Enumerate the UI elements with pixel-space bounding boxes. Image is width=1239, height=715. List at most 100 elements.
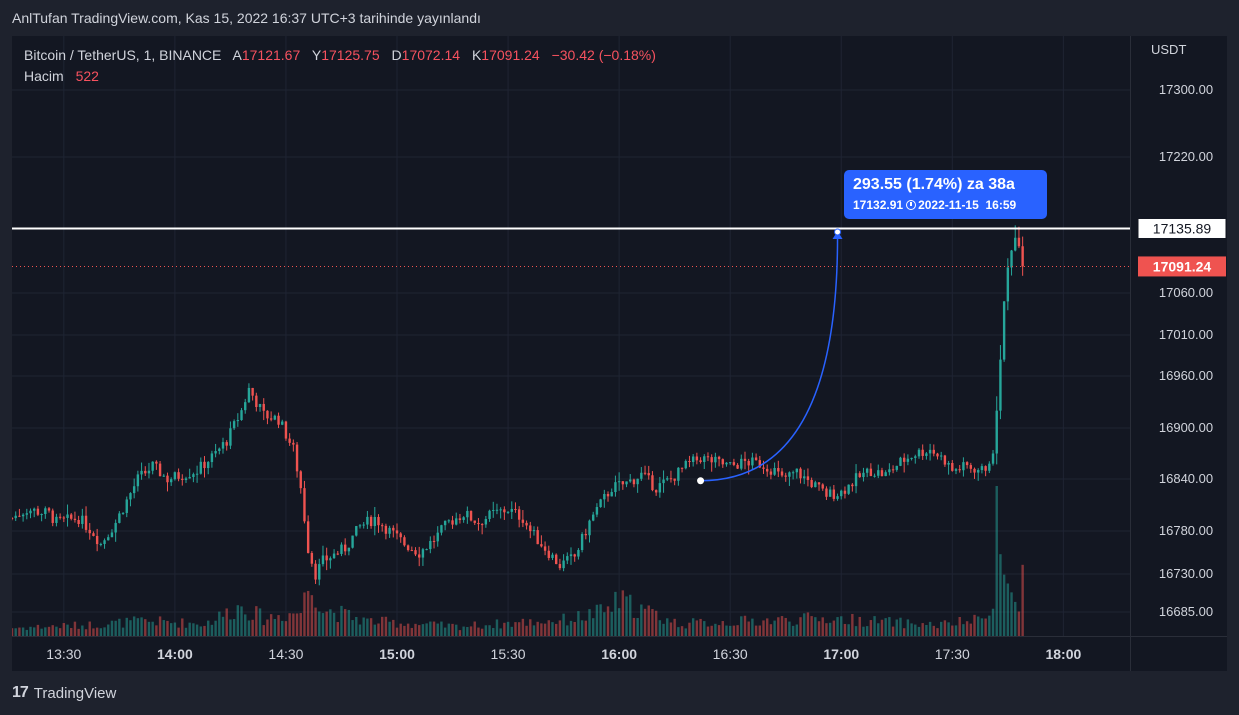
volume-bar	[762, 620, 765, 636]
volume-bar	[969, 623, 973, 636]
candle-body	[836, 496, 839, 499]
candle-body	[921, 449, 924, 456]
volume-label[interactable]: Hacim	[24, 68, 64, 84]
symbol-label[interactable]: Bitcoin / TetherUS, 1, BINANCE	[24, 47, 222, 63]
volume-bar	[425, 623, 428, 636]
volume-bar	[532, 625, 536, 636]
tooltip-main: 293.55 (1.74%) za 38a	[853, 176, 1015, 193]
volume-bar	[384, 616, 388, 636]
candle-body	[273, 415, 277, 420]
volume-bar	[629, 594, 632, 636]
candle-body	[373, 516, 376, 527]
volume-bar	[277, 615, 280, 636]
volume-bar	[766, 618, 769, 636]
volume-bar	[717, 625, 721, 636]
volume-bar	[44, 627, 47, 636]
volume-bar	[55, 626, 58, 636]
volume-bar	[699, 618, 702, 636]
candle-body	[14, 515, 17, 519]
low-label: D	[391, 47, 402, 63]
close-label: K	[471, 47, 482, 63]
volume-bar	[888, 617, 891, 636]
volume-bar	[351, 620, 354, 636]
candle-body	[347, 547, 351, 552]
candle-body	[717, 456, 721, 460]
candle-body	[817, 482, 821, 485]
volume-bar	[495, 619, 499, 636]
volume-bar	[551, 622, 554, 636]
candle-body	[451, 520, 454, 525]
volume-bar	[895, 619, 898, 636]
candle-body	[440, 525, 443, 533]
footer-branding[interactable]: 17 TradingView	[12, 684, 116, 702]
volume-bar	[740, 616, 743, 636]
candle-body	[891, 469, 895, 471]
candle-body	[18, 515, 21, 517]
price-chart[interactable]: 17135.89 17091.24 17300.00 17220.00 17060.0…	[12, 36, 1227, 671]
overlays: 17135.89 17091.24	[12, 217, 1227, 485]
currency-label[interactable]: USDT	[1151, 42, 1187, 57]
volume-bar	[780, 616, 784, 636]
volume-bar	[651, 609, 654, 636]
candle-body	[40, 514, 43, 516]
volume-bar	[958, 616, 961, 636]
volume-bar	[392, 619, 395, 636]
candle-body	[751, 457, 754, 466]
volume-bar	[110, 620, 114, 636]
candle-body	[366, 516, 369, 525]
candle-body	[606, 493, 610, 497]
high-value: 17125.75	[321, 47, 380, 63]
candle-body	[736, 464, 739, 469]
candle-body	[884, 472, 887, 477]
volume-bar	[207, 620, 210, 636]
volume-bar	[473, 621, 476, 636]
volume-bar	[906, 619, 910, 636]
volume-bar	[488, 625, 491, 636]
candle-body	[599, 499, 602, 508]
candle-body	[121, 512, 125, 514]
candle-body	[477, 522, 480, 525]
volume-bar	[173, 622, 177, 636]
candle-body	[740, 458, 743, 469]
candle-body	[321, 555, 325, 565]
candle-body	[902, 457, 906, 462]
candle-body	[543, 546, 547, 551]
candle-body	[636, 478, 639, 485]
candle-body	[306, 521, 310, 553]
volume-bar	[791, 625, 795, 636]
volume-bar	[506, 621, 510, 636]
candle-body	[943, 455, 947, 465]
volume-bar	[769, 624, 773, 636]
candle-body	[769, 471, 773, 475]
volume-bar	[418, 625, 421, 636]
volume-bar	[540, 623, 543, 636]
close-value: 17091.24	[481, 47, 540, 63]
candle-body	[791, 472, 795, 474]
volume-bar	[140, 617, 143, 636]
volume-bar	[743, 615, 747, 636]
tooltip-details: 17132.91 2022-11-15 16:59	[853, 198, 1016, 212]
candle-body	[962, 462, 965, 471]
candle-body	[269, 418, 273, 420]
volume-bar	[569, 620, 573, 636]
volume-bar	[788, 621, 791, 636]
candle-body	[525, 522, 528, 526]
volume-bar	[536, 621, 539, 636]
candle-body	[247, 387, 251, 403]
chart-panel[interactable]: 17135.89 17091.24 17300.00 17220.00 17060.0…	[12, 36, 1227, 671]
volume-bar	[843, 623, 847, 636]
volume-bar	[984, 618, 987, 636]
volume-bar	[33, 627, 36, 636]
candle-body	[380, 525, 384, 527]
volume-bar	[192, 623, 195, 636]
volume-bar	[606, 606, 610, 636]
volume-bar	[258, 608, 262, 636]
candle-body	[999, 359, 1002, 411]
candle-body	[777, 467, 780, 472]
volume-bar	[103, 627, 106, 636]
candle-body	[547, 550, 550, 558]
candle-body	[721, 459, 724, 465]
volume-bar	[799, 617, 802, 636]
candle-body	[588, 520, 591, 536]
candle-body	[795, 468, 799, 473]
